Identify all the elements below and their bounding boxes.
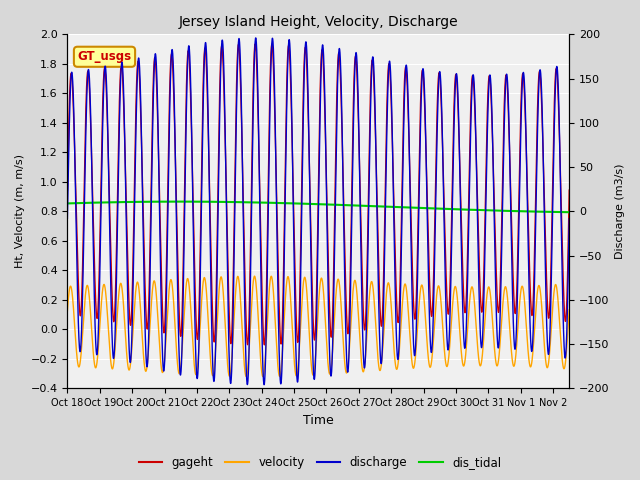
dis_tidal xyxy=(476,207,484,213)
gageht xyxy=(255,162,263,168)
velocity xyxy=(365,305,372,311)
X-axis label: Time: Time xyxy=(303,414,333,427)
gageht xyxy=(252,41,259,47)
gageht xyxy=(565,187,573,193)
dis_tidal xyxy=(63,201,71,206)
Legend: gageht, velocity, discharge, dis_tidal: gageht, velocity, discharge, dis_tidal xyxy=(134,452,506,474)
discharge xyxy=(565,216,573,222)
dis_tidal xyxy=(365,203,372,209)
dis_tidal xyxy=(175,199,183,204)
gageht xyxy=(155,151,163,157)
velocity xyxy=(390,346,398,351)
discharge xyxy=(255,166,263,171)
discharge xyxy=(155,151,163,157)
Title: Jersey Island Height, Velocity, Discharge: Jersey Island Height, Velocity, Discharg… xyxy=(179,15,458,29)
velocity xyxy=(63,308,71,313)
velocity xyxy=(565,307,573,312)
gageht xyxy=(365,184,372,190)
gageht xyxy=(260,342,268,348)
discharge xyxy=(438,119,446,124)
Line: discharge: discharge xyxy=(67,38,569,384)
discharge xyxy=(63,216,71,221)
velocity xyxy=(438,313,446,319)
discharge xyxy=(260,382,268,387)
gageht xyxy=(390,202,398,208)
discharge xyxy=(390,221,398,227)
dis_tidal xyxy=(438,206,446,212)
Y-axis label: Ht, Velocity (m, m/s): Ht, Velocity (m, m/s) xyxy=(15,155,25,268)
Line: dis_tidal: dis_tidal xyxy=(67,202,569,212)
velocity xyxy=(255,334,263,339)
Line: gageht: gageht xyxy=(67,44,569,345)
gageht xyxy=(438,125,446,131)
dis_tidal xyxy=(155,199,163,204)
dis_tidal xyxy=(255,200,263,205)
discharge xyxy=(476,327,484,333)
discharge xyxy=(252,35,260,41)
gageht xyxy=(63,187,71,193)
Text: GT_usgs: GT_usgs xyxy=(77,50,132,63)
velocity xyxy=(476,363,484,369)
Y-axis label: Discharge (m3/s): Discharge (m3/s) xyxy=(615,164,625,259)
velocity xyxy=(155,327,163,333)
velocity xyxy=(259,374,267,380)
Line: velocity: velocity xyxy=(67,276,569,377)
dis_tidal xyxy=(565,209,573,215)
gageht xyxy=(476,288,484,294)
velocity xyxy=(251,273,259,279)
discharge xyxy=(365,213,372,218)
dis_tidal xyxy=(390,204,397,210)
